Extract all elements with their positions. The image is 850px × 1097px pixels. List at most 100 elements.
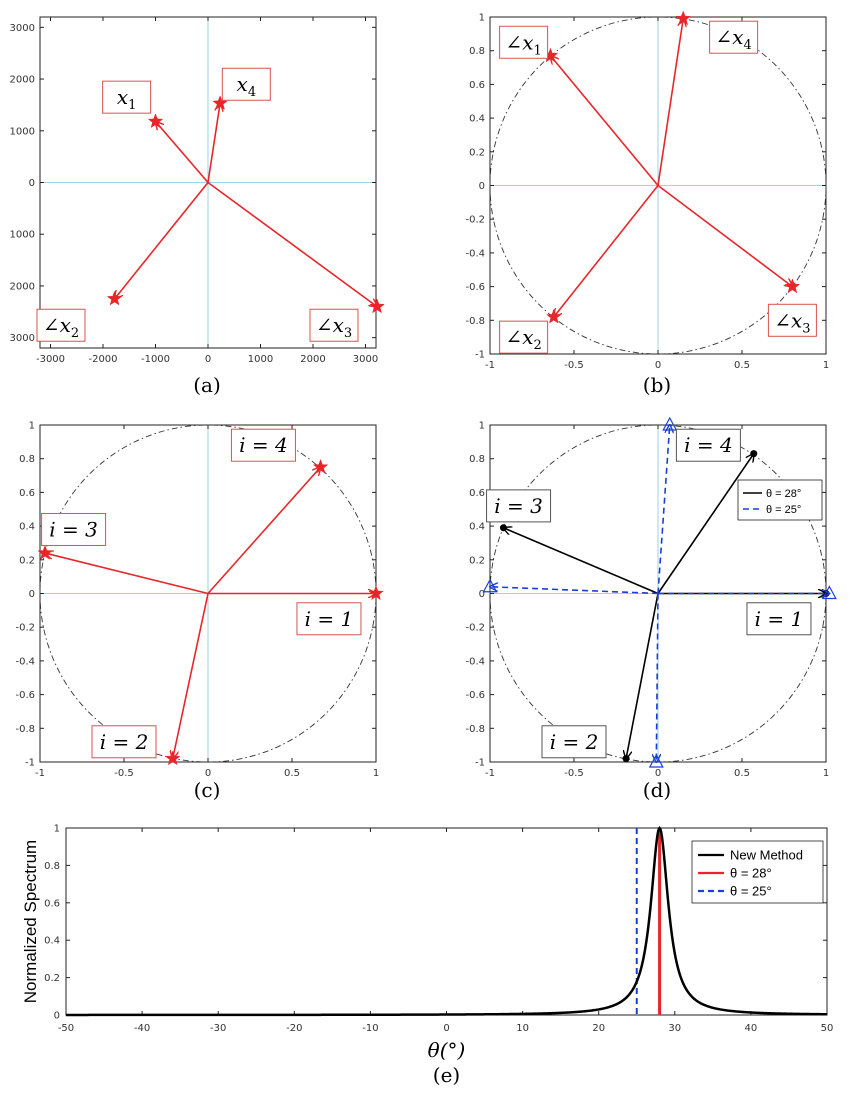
- annotation-box: [709, 20, 759, 54]
- annotation-symbol: x: [333, 313, 344, 337]
- y-tick-label: 1: [479, 13, 485, 24]
- annotation-angle-symbol: ∠: [505, 30, 522, 54]
- annotation-box: [541, 725, 607, 759]
- star-marker: [106, 290, 123, 306]
- unit-circle: [489, 16, 827, 355]
- y-tick-label: 0: [479, 181, 485, 192]
- star-marker: [164, 750, 181, 766]
- x-tick-label: -2000: [88, 354, 117, 365]
- star-marker: [368, 585, 384, 601]
- annotation-subscript: 4: [743, 38, 751, 53]
- panel-c: -1 -0.5 0 0.5 1 1 0.8 0.6 0.4 0.2 0 -0.2 -0.4 -0.6 -0.…: [15, 421, 384, 802]
- vector-arrow: [115, 181, 209, 299]
- annotation-box: [309, 308, 359, 342]
- annotation-subscript: 3: [802, 321, 810, 336]
- annotation-label: i = 2: [100, 730, 149, 754]
- star-marker: [212, 95, 228, 110]
- y-tick-label: 0.6: [469, 488, 485, 499]
- panel-caption: (b): [643, 373, 671, 397]
- x-tick-label: 30: [668, 1023, 681, 1034]
- panel-b: -1 -0.5 0 0.5 1 1 0.8 0.6 0.4 0.2 0 -0.2 -0.4 -0.6 -0.…: [465, 10, 829, 397]
- y-tick-label: 0.4: [469, 114, 485, 125]
- y-tick-label: -0.4: [465, 656, 485, 667]
- vector-arrow: [657, 19, 683, 186]
- x-tick-label: -0.5: [564, 360, 584, 371]
- vector-arrow: [156, 121, 209, 184]
- vector-arrow: [173, 593, 209, 759]
- y-tick-label: -1: [475, 350, 485, 361]
- annotation-box: [499, 25, 549, 59]
- annotation-label: i = 3: [49, 517, 98, 541]
- annotation-angle-symbol: ∠: [316, 313, 333, 337]
- annotation-label: i = 1: [305, 607, 354, 631]
- spectrum-curve: [66, 825, 828, 1017]
- annotation-symbol: x: [732, 25, 743, 49]
- panel-e: -50 -40 -30 -20 -10 0 10 20 30 40 50 1 0.8 0.6 0.4 0.2 0…: [21, 824, 833, 1088]
- annotation-angle-symbol: ∠: [505, 325, 522, 349]
- vector-arrow: [45, 553, 209, 595]
- y-axis-label: Normalized Spectrum: [21, 840, 40, 1003]
- x-tick-label: -30: [210, 1023, 226, 1034]
- x-tick-label: -1: [35, 768, 45, 779]
- y-tick-label: 0.2: [469, 147, 485, 158]
- y-tick-label: -0.8: [465, 724, 485, 735]
- panel-caption: (d): [643, 778, 671, 802]
- annotation-box: [230, 428, 296, 462]
- x-tick-label: 50: [821, 1023, 834, 1034]
- x-tick-label: 2000: [300, 354, 325, 365]
- y-tick-label: 0: [29, 178, 35, 189]
- y-tick-label: 0: [54, 1011, 60, 1022]
- annotation-box: [499, 320, 549, 354]
- y-tick-label: -0.2: [465, 215, 485, 226]
- y-tick-label: 0: [479, 589, 485, 600]
- vector-arrow: [657, 454, 754, 594]
- legend-entry: New Method: [730, 848, 803, 863]
- annotation-subscript: 2: [71, 326, 79, 341]
- annotation-symbol: x: [117, 85, 128, 109]
- triangle-marker: [662, 416, 678, 431]
- annotation-label: ∠x2: [43, 313, 79, 341]
- y-tick-label: 0.4: [44, 936, 60, 947]
- y-tick-label: -0.8: [465, 316, 485, 327]
- star-marker: [675, 10, 691, 26]
- annotation-subscript: 3: [344, 326, 352, 341]
- x-tick-label: 1: [373, 768, 379, 779]
- annotation-subscript: 4: [248, 85, 256, 100]
- x-tick-label: 0.5: [734, 360, 750, 371]
- y-tick-label: -0.4: [15, 656, 35, 667]
- annotation-label: i = 2: [550, 730, 599, 754]
- vector-arrow: [207, 103, 220, 183]
- annotation-label: ∠x3: [316, 313, 352, 341]
- x-tick-label: -0.5: [114, 768, 134, 779]
- annotation-box: [221, 67, 271, 101]
- star-marker: [369, 298, 385, 314]
- vector-arrow: [657, 425, 670, 594]
- vector-arrow: [554, 185, 659, 317]
- legend-entry: θ = 28°: [766, 488, 801, 500]
- x-tick-label: 0.5: [284, 768, 300, 779]
- y-tick-label: -0.6: [465, 282, 485, 293]
- y-tick-label: -0.6: [465, 690, 485, 701]
- y-tick-label: 2000: [10, 75, 35, 86]
- annotation-label: i = 3: [494, 494, 543, 518]
- star-marker: [37, 544, 53, 560]
- y-tick-label: 0.2: [44, 973, 60, 984]
- y-tick-label: -1: [25, 758, 35, 769]
- x-tick-label: 0: [205, 354, 211, 365]
- y-tick-label: 0.6: [469, 80, 485, 91]
- x-tick-label: -0.5: [564, 768, 584, 779]
- vector-arrow: [657, 184, 792, 287]
- annotation-label: x4: [237, 72, 257, 100]
- annotation-label: ∠x2: [505, 325, 541, 353]
- annotation-box: [486, 489, 552, 523]
- y-tick-label: 0.2: [19, 555, 35, 566]
- x-tick-label: 0: [205, 768, 211, 779]
- y-tick-label: -0.8: [15, 724, 35, 735]
- dot-marker: [499, 524, 507, 532]
- annotation-subscript: 1: [128, 98, 136, 113]
- panel-a: -3000 -2000 -1000 0 1000 2000 3000 3000 2000 1000…: [10, 16, 385, 397]
- x-tick-label: 3000: [353, 354, 378, 365]
- x-tick-label: -40: [134, 1023, 150, 1034]
- legend-entry: θ = 25°: [766, 504, 801, 516]
- annotation-subscript: 2: [533, 338, 541, 353]
